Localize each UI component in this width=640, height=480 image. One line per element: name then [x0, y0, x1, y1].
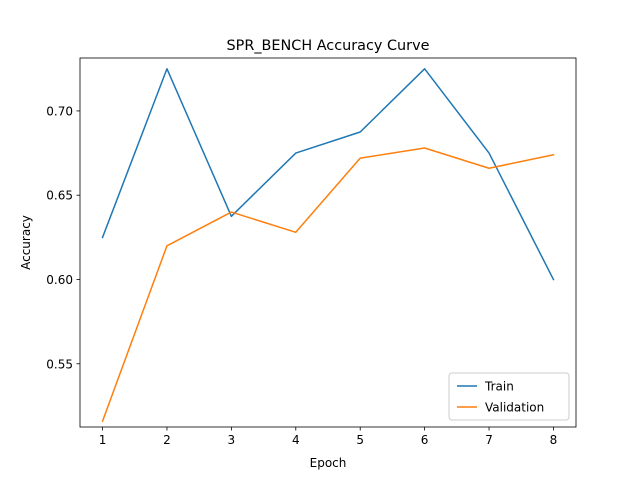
series-line-train [101, 68, 555, 281]
series-layer [101, 68, 555, 423]
legend-label-validation: Validation [485, 401, 544, 415]
series-line-validation [101, 147, 555, 423]
x-tick-label: 3 [228, 433, 236, 447]
x-tick-label: 1 [99, 433, 107, 447]
y-tick-label: 0.60 [46, 273, 73, 287]
plot-area [80, 58, 576, 427]
y-tick-label: 0.55 [46, 357, 73, 371]
x-axis-label: Epoch [310, 456, 347, 470]
y-axis-label: Accuracy [19, 215, 33, 270]
legend-box [448, 372, 570, 421]
legend: Train Validation [448, 372, 570, 421]
x-tick-label: 7 [485, 433, 493, 447]
axes-layer: 1 2 3 4 5 6 7 8 0.55 0.60 0.65 0.70 [46, 104, 557, 447]
x-tick-label: 5 [356, 433, 364, 447]
x-tick-label: 4 [292, 433, 300, 447]
x-tick-label: 6 [421, 433, 429, 447]
x-tick-label: 2 [163, 433, 171, 447]
x-tick-label: 8 [550, 433, 558, 447]
legend-label-train: Train [484, 380, 514, 394]
y-tick-label: 0.70 [46, 104, 73, 118]
plot-frame [79, 57, 577, 428]
chart-title: SPR_BENCH Accuracy Curve [227, 38, 430, 54]
y-tick-label: 0.65 [46, 189, 73, 203]
